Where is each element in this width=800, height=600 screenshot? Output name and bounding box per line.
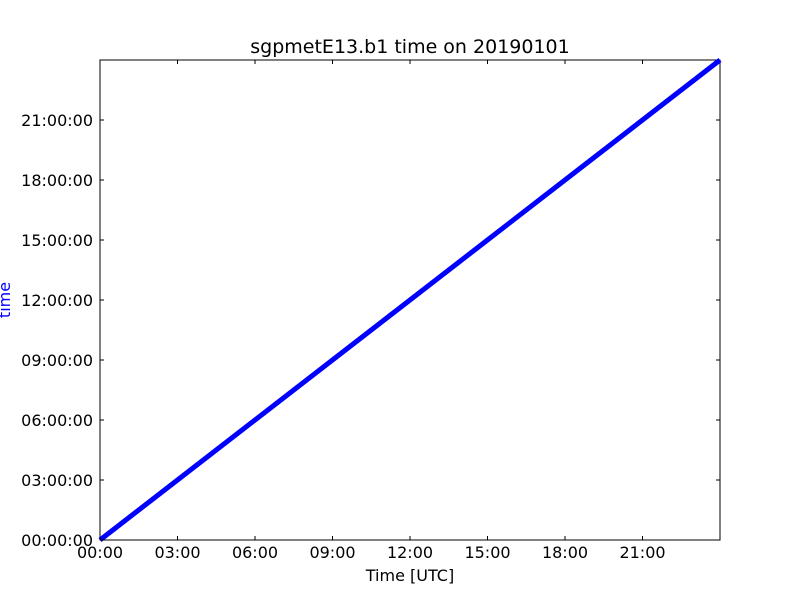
x-tick-label: 09:00 — [309, 543, 355, 562]
x-tick-label: 03:00 — [154, 543, 200, 562]
y-tick-label: 00:00:00 — [21, 531, 93, 550]
x-tick-label: 00:00 — [77, 543, 123, 562]
plot-area: 00:00 03:00 06:00 09:00 12:00 15:00 18:00 21:00… — [21, 58, 722, 562]
y-tick-label: 06:00:00 — [21, 411, 93, 430]
series-line-0 — [98, 58, 722, 542]
x-tick-label: 21:00 — [619, 543, 665, 562]
x-tick-label: 18:00 — [542, 543, 588, 562]
y-tick-label: 12:00:00 — [21, 291, 93, 310]
y-axis-label: time — [0, 282, 14, 318]
x-axis-label: Time [UTC] — [365, 566, 454, 585]
series-layer — [98, 58, 722, 542]
y-tick-label: 21:00:00 — [21, 111, 93, 130]
x-tick-label: 12:00 — [387, 543, 433, 562]
chart-title: sgpmetE13.b1 time on 20190101 — [250, 36, 569, 58]
y-tick-label: 09:00:00 — [21, 351, 93, 370]
y-tick-label: 18:00:00 — [21, 171, 93, 190]
x-tick-label: 15:00 — [464, 543, 510, 562]
y-axis-ticks: 00:00:00 03:00:00 06:00:00 09:00:00 12:00:00… — [21, 111, 720, 550]
y-tick-label: 15:00:00 — [21, 231, 93, 250]
x-tick-label: 06:00 — [232, 543, 278, 562]
y-tick-label: 03:00:00 — [21, 471, 93, 490]
x-axis-ticks: 00:00 03:00 06:00 09:00 12:00 15:00 18:00 21:00 — [77, 60, 666, 562]
